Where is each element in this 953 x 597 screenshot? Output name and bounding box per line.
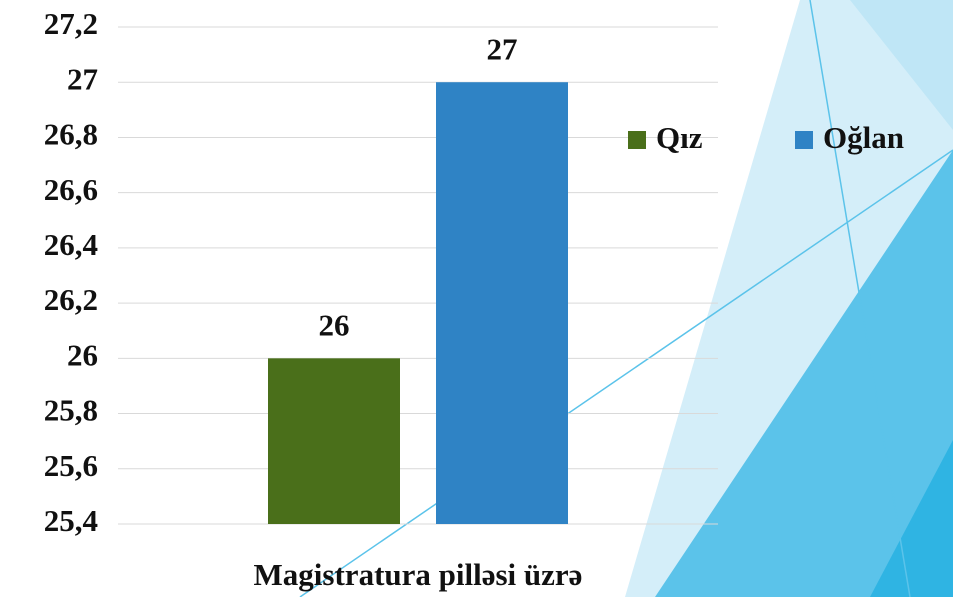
bar: [268, 358, 400, 524]
decor-shape: [655, 150, 953, 597]
y-tick-label: 25,8: [44, 393, 98, 428]
bar: [436, 82, 568, 524]
decor-shape: [870, 440, 953, 597]
legend-label: Qız: [656, 120, 703, 155]
legend-label: Oğlan: [823, 120, 904, 155]
y-tick-label: 27: [67, 61, 98, 96]
y-tick-label: 26,8: [44, 117, 98, 152]
y-tick-label: 27,2: [44, 6, 98, 41]
y-tick-label: 26,6: [44, 172, 98, 207]
decor-line: [809, 0, 911, 597]
y-tick-label: 26,4: [44, 227, 98, 262]
y-tick-label: 25,6: [44, 448, 98, 483]
y-tick-label: 26,2: [44, 282, 98, 317]
legend-swatch: [795, 131, 813, 149]
y-tick-label: 26: [67, 337, 98, 372]
x-category-label: Magistratura pilləsi üzrə: [254, 557, 583, 592]
background-decoration: [299, 0, 953, 597]
data-label: 27: [487, 31, 518, 66]
decor-shape: [850, 0, 953, 130]
legend-swatch: [628, 131, 646, 149]
data-label: 26: [319, 307, 350, 342]
decor-line: [299, 149, 953, 597]
y-tick-label: 25,4: [44, 503, 98, 538]
